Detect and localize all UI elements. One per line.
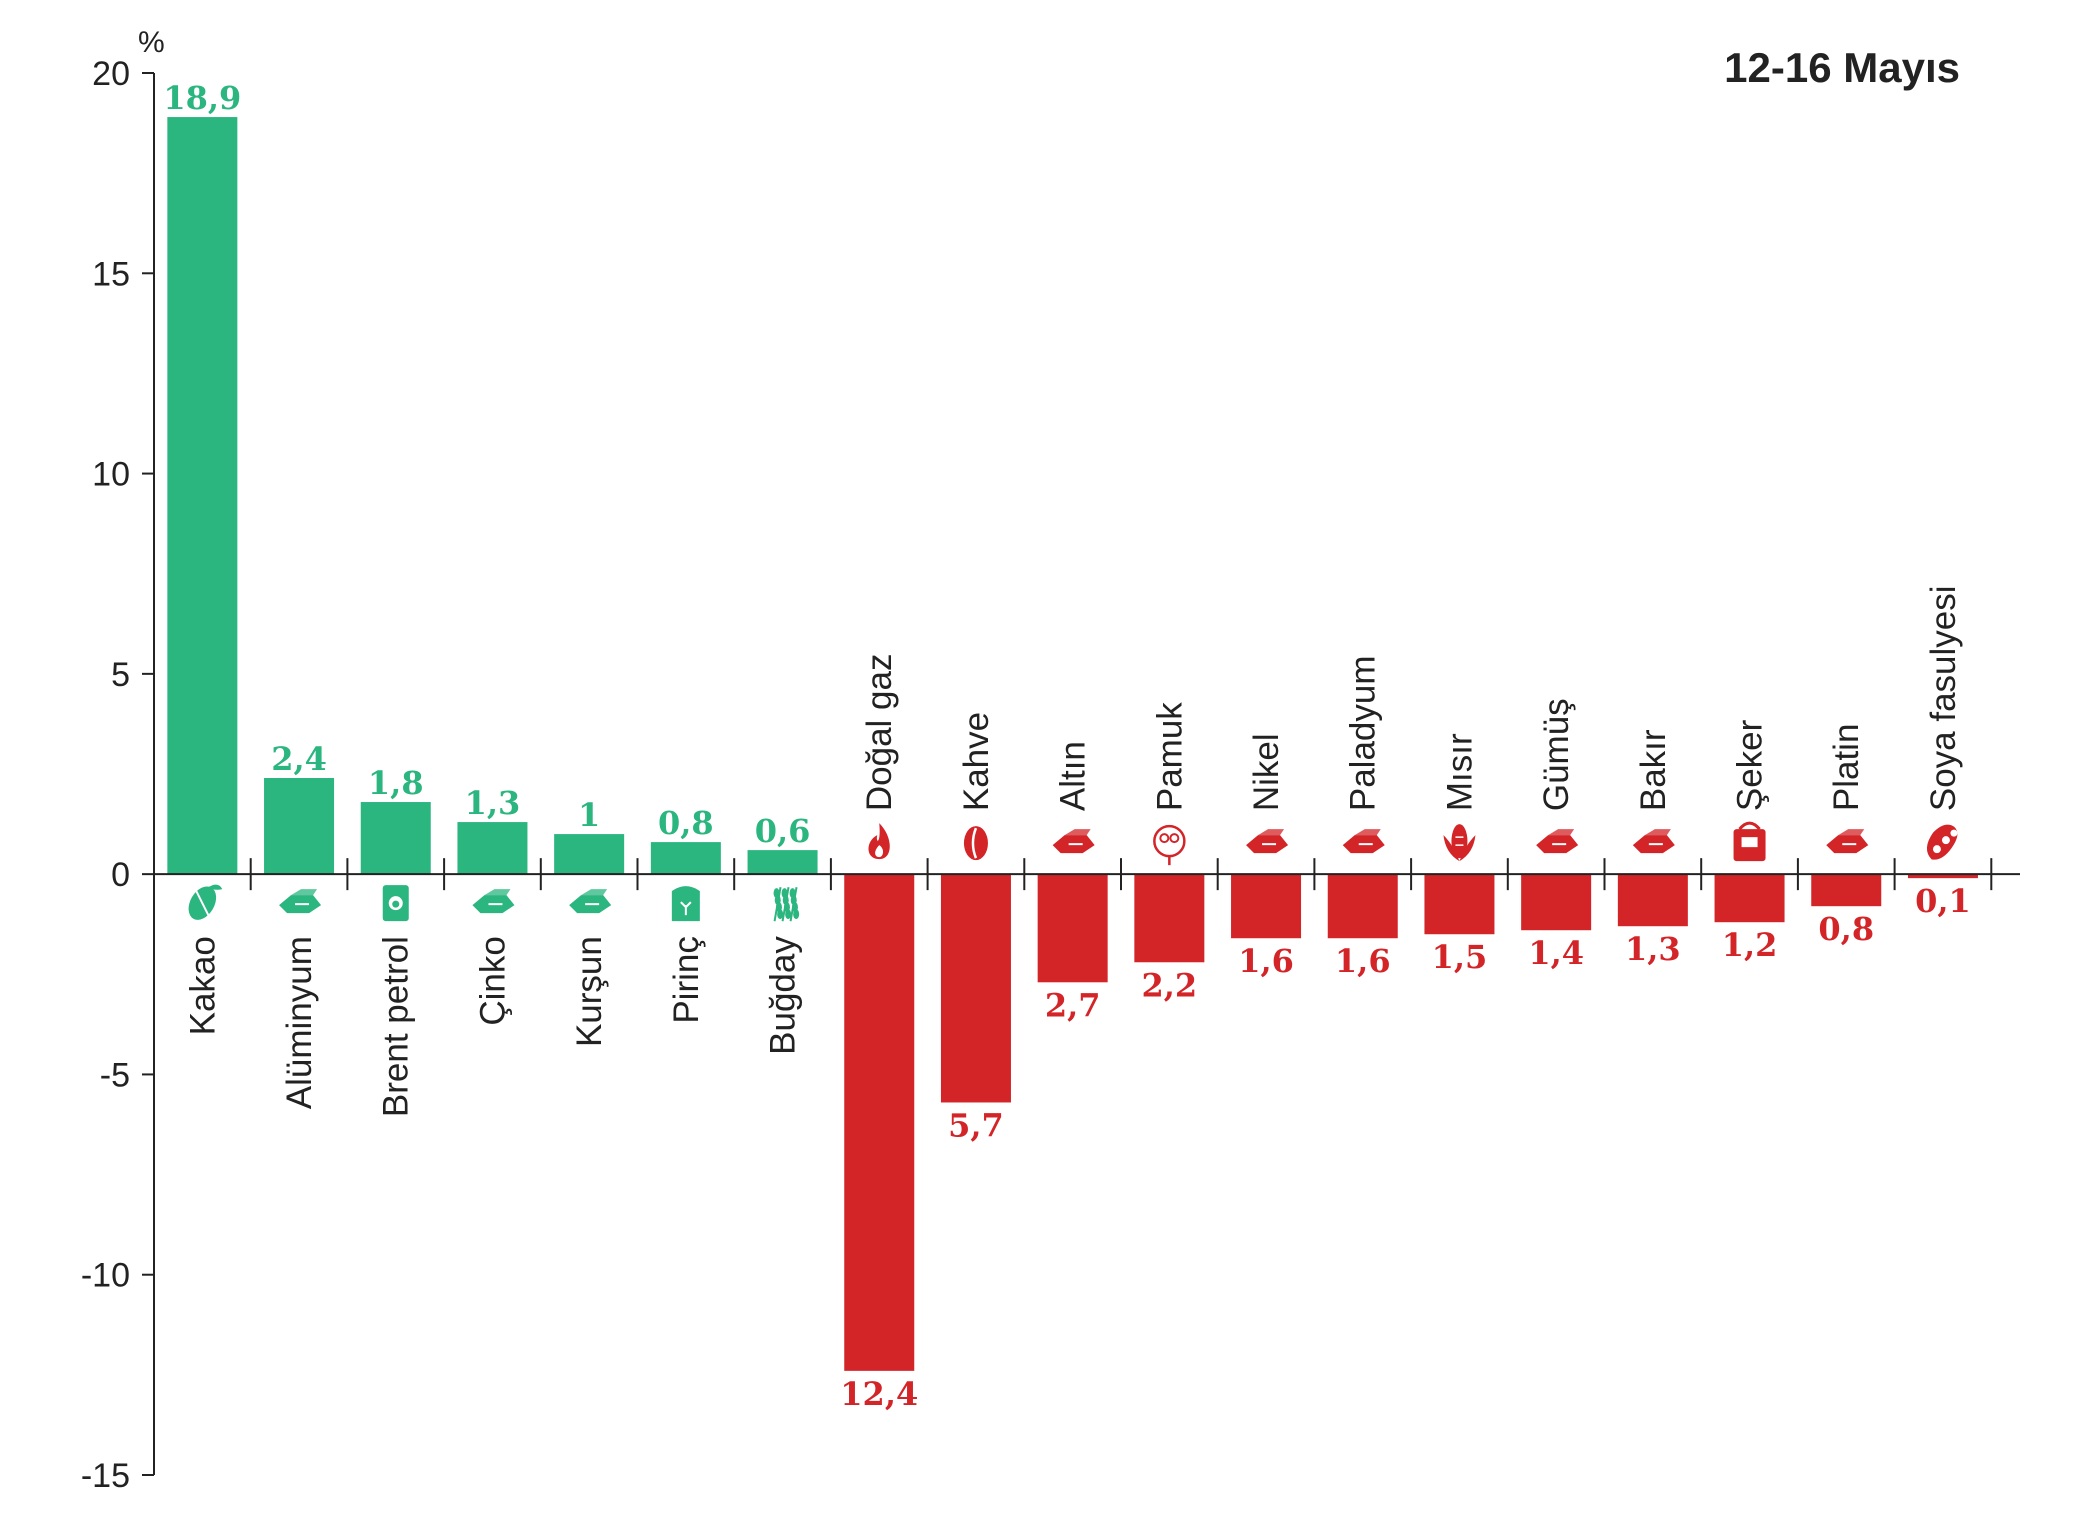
value-label: 0,6 <box>755 812 811 850</box>
category-label: Bakır <box>1634 729 1673 811</box>
gas-flame-icon <box>868 823 890 860</box>
category-label: Altın <box>1054 741 1093 811</box>
category-label: Şeker <box>1731 719 1770 811</box>
value-label: 1,5 <box>1432 938 1488 976</box>
bar-16 <box>1617 874 1688 927</box>
metal-ingot-icon <box>1632 829 1675 854</box>
value-label: 0,8 <box>1818 910 1874 948</box>
y-axis: 20 15 10 5 0 -5 -10 -15 <box>81 55 155 1495</box>
value-label: 18,9 <box>163 79 241 117</box>
oil-barrel-icon <box>382 885 409 922</box>
y-tick-label: 20 <box>92 55 130 93</box>
sugar-sack-icon <box>1733 821 1766 862</box>
metal-ingot-icon <box>1052 829 1095 854</box>
bar-19 <box>1907 874 1978 879</box>
bar-18 <box>1811 874 1882 907</box>
bar-7 <box>747 850 818 875</box>
value-label: 2,4 <box>271 740 327 778</box>
metal-ingot-icon <box>569 889 612 914</box>
bar-17 <box>1714 874 1785 923</box>
bar-6 <box>650 842 721 875</box>
soybean-icon <box>1926 824 1958 860</box>
y-axis-unit-label: % <box>138 26 165 59</box>
y-tick-label: 15 <box>92 255 130 293</box>
category-label: Kakao <box>183 936 222 1035</box>
metal-ingot-icon <box>279 889 322 914</box>
value-labels-group: 18,9 2,4 1,8 1,3 1 0,8 0,6 12,4 5,7 2,7 2,2 1,6 1,6 1… <box>163 79 1970 1413</box>
value-label: 0,1 <box>1915 882 1971 920</box>
category-label: Alüminyum <box>280 936 319 1109</box>
bar-12 <box>1231 874 1302 939</box>
y-tick-label: -5 <box>100 1056 130 1094</box>
bar-9 <box>940 874 1011 1103</box>
bar-10 <box>1037 874 1108 983</box>
bar-11 <box>1134 874 1205 963</box>
category-label: Pamuk <box>1150 702 1189 811</box>
cocoa-pod-icon <box>188 884 223 920</box>
category-label: Pirinç <box>667 936 706 1024</box>
metal-ingot-icon <box>1246 829 1289 854</box>
value-label: 5,7 <box>948 1106 1004 1144</box>
category-label: Paladyum <box>1344 656 1383 812</box>
coffee-bean-icon <box>963 826 988 861</box>
value-label: 1,3 <box>1625 930 1681 968</box>
value-label: 1,6 <box>1335 942 1391 980</box>
bar-4 <box>457 822 528 875</box>
metal-ingot-icon <box>1536 829 1579 854</box>
y-tick-label: -10 <box>81 1257 130 1295</box>
bar-13 <box>1327 874 1398 939</box>
category-label: Doğal gaz <box>860 654 899 812</box>
category-labels-group: Kakao Alüminyum Brent petrol Çinko Kurşun Pir… <box>183 585 1963 1117</box>
metal-ingot-icon <box>1342 829 1385 854</box>
category-separator-ticks <box>249 858 1993 891</box>
value-label: 1,4 <box>1528 934 1584 972</box>
value-label: 1,6 <box>1238 942 1294 980</box>
category-label: Nikel <box>1247 733 1286 811</box>
value-label: 1 <box>578 796 600 834</box>
wheat-icon <box>773 886 800 922</box>
bar-14 <box>1424 874 1495 935</box>
value-label: 1,8 <box>368 764 424 802</box>
category-label: Kurşun <box>570 936 609 1047</box>
value-label: 0,8 <box>658 804 714 842</box>
bar-2 <box>264 778 335 875</box>
category-label: Platin <box>1827 724 1866 812</box>
cotton-icon <box>1153 824 1186 866</box>
bar-15 <box>1521 874 1592 931</box>
value-label: 2,7 <box>1045 986 1101 1024</box>
category-label: Buğday <box>764 936 803 1055</box>
y-tick-label: 5 <box>111 656 130 694</box>
chart-title: 12-16 Mayıs <box>1724 44 1960 91</box>
metal-ingot-icon <box>472 889 515 914</box>
value-label: 1,2 <box>1722 926 1778 964</box>
value-label: 2,2 <box>1142 966 1198 1004</box>
corn-icon <box>1443 824 1476 862</box>
y-tick-label: 10 <box>92 456 130 494</box>
y-tick-label: -15 <box>81 1457 130 1495</box>
bars-group <box>167 117 1978 1371</box>
category-label: Brent petrol <box>377 936 416 1117</box>
icons-group <box>188 821 1958 922</box>
bar-1 <box>167 117 238 875</box>
category-label: Kahve <box>957 712 996 811</box>
value-label: 12,4 <box>840 1375 918 1413</box>
y-tick-label: 0 <box>111 856 130 894</box>
rice-sack-icon <box>671 886 700 922</box>
category-label: Mısır <box>1440 733 1479 811</box>
metal-ingot-icon <box>1826 829 1869 854</box>
bar-5 <box>554 834 625 875</box>
value-label: 1,3 <box>465 784 521 822</box>
category-label: Soya fasulyesi <box>1924 585 1963 811</box>
bar-8 <box>844 874 915 1371</box>
category-label: Çinko <box>473 936 512 1025</box>
bar-3 <box>360 802 431 875</box>
category-label: Gümüş <box>1537 698 1576 811</box>
